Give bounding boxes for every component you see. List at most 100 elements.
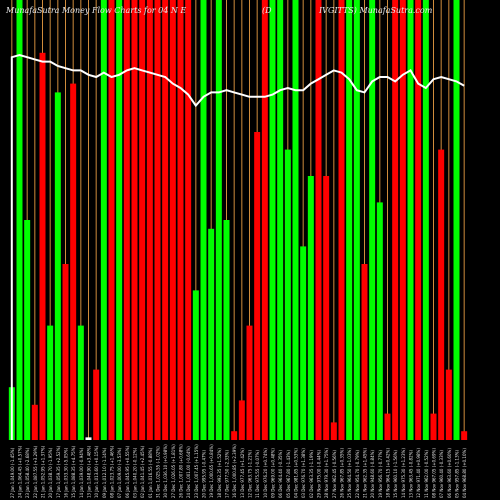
- bar: [24, 220, 31, 440]
- x-tick-label: 17 Dec 977.50 (-2.33%): [225, 450, 230, 498]
- x-tick-label: 04 Dec 981.85 (+0.53%): [294, 448, 299, 498]
- x-tick-label: 03 Dec 976.70 (+1.38%): [301, 448, 306, 498]
- x-tick-label: 24 Jan 1,064.45 (+0.57%): [18, 445, 23, 498]
- bar: [116, 0, 123, 440]
- bar: [323, 176, 330, 440]
- x-tick-label: 07 Jan 1,009.00 (-3.53%): [117, 447, 122, 498]
- x-tick-label: 16 Dec 1,000.85 (+2.39%): [232, 444, 237, 498]
- bar: [77, 325, 84, 440]
- bar: [146, 0, 153, 440]
- bar: [47, 325, 54, 440]
- bar: [70, 83, 77, 440]
- chart-title-left: MunafaSutra Money Flow Charts for 04 N E: [6, 6, 187, 15]
- x-tick-label: 21 Nov 962.35 (+1.45%): [363, 448, 368, 498]
- price-line: [10, 53, 465, 440]
- x-tick-label: 20 Dec 995.95 (-0.47%): [202, 450, 207, 498]
- bar: [284, 149, 291, 440]
- bar: [261, 0, 268, 440]
- bar: [300, 246, 307, 440]
- bar: [346, 0, 353, 440]
- x-tick-label: 27 Dec 1,026.05 (+1.81%): [171, 444, 176, 498]
- x-tick-label: 21 Jan 1,052.95 (+1.37%): [41, 445, 46, 498]
- bar: [16, 0, 23, 440]
- bar: [392, 0, 399, 440]
- x-tick-label: 27 Jan 1,049.00 (-1.45%): [10, 447, 15, 498]
- x-tick-label: 12 Nov 971.40 (+0.98%): [416, 448, 421, 498]
- bar: [361, 264, 368, 440]
- bar: [93, 369, 100, 440]
- x-tick-label: 20 Jan 1,038.70 (-1.95%): [48, 447, 53, 498]
- bar: [407, 0, 414, 440]
- bar: [154, 0, 161, 440]
- bar: [277, 0, 284, 440]
- x-tick-label: 11 Nov 962.00 (-0.52%): [424, 450, 429, 498]
- x-tick-label: 26 Nov 967.85 (+0.35%): [340, 448, 345, 498]
- x-tick-label: 08 Nov 967.05 (+0.69%): [432, 448, 437, 498]
- x-tick-label: 10 Dec 976.20 (+0.74%): [263, 448, 268, 498]
- bar: [254, 132, 261, 440]
- x-tick-label: 27 Nov 962.45 (-0.56%): [332, 450, 337, 498]
- bar: [139, 0, 146, 440]
- bar: [108, 0, 115, 440]
- x-tick-label: 14 Nov 975.30 (+1.23%): [401, 448, 406, 498]
- bar: [415, 0, 422, 440]
- x-tick-label: 02 Dec 963.35 (-1.19%): [309, 450, 314, 498]
- bar: [39, 52, 46, 441]
- bar: [162, 0, 169, 440]
- bar: [376, 202, 383, 440]
- bar: [369, 0, 376, 440]
- bar: [315, 0, 322, 440]
- bar: [438, 149, 445, 440]
- x-tick-label: 23 Jan 1,058.40 (-2.68%): [25, 447, 30, 498]
- x-tick-label: 19 Dec 1,000.65 (+0.84%): [209, 444, 214, 498]
- bar: [192, 290, 199, 440]
- bar: [238, 400, 245, 440]
- x-tick-label: 06 Jan 1,045.95 (+0.55%): [125, 445, 130, 498]
- bar: [399, 0, 406, 440]
- chart-title-mid: (D: [262, 6, 272, 15]
- bar: [131, 0, 138, 440]
- bar: [246, 325, 253, 440]
- bar: [231, 431, 238, 440]
- bar: [54, 92, 61, 441]
- bar: [338, 0, 345, 440]
- bar: [223, 220, 230, 440]
- x-tick-label: 13 Dec 977.45 (+1.42%): [240, 448, 245, 498]
- x-tick-label: 08 Jan 1,023.75 (+1.46%): [110, 445, 115, 498]
- bar: [200, 0, 207, 440]
- bar: [330, 422, 337, 440]
- x-tick-label: 23 Dec 1,007.45 (+1.15%): [194, 444, 199, 498]
- x-tick-label: 18 Nov 964.15 (+0.42%): [386, 448, 391, 498]
- bar: [62, 264, 69, 440]
- x-tick-label: 16 Jan 1,033.30 (-5.05%): [64, 447, 69, 498]
- bar: [123, 0, 130, 440]
- x-tick-label: 09 Jan 1,012.10 (-1.14%): [102, 447, 107, 498]
- x-tick-label: 30 Dec 1,036.10 (+0.98%): [163, 444, 168, 498]
- bar: [430, 413, 437, 440]
- bar: [422, 0, 429, 440]
- chart-title-right: IVGITTS) MunafaSutra.com: [319, 6, 433, 15]
- x-tick-label: 09 Dec 969.00 (+0.48%): [271, 448, 276, 498]
- x-tick-label: 15 Nov 960.10 (-1.56%): [393, 450, 398, 498]
- bar: [185, 0, 192, 440]
- x-tick-label: 19 Nov 956.70 (-0.77%): [378, 450, 383, 498]
- x-tick-label: 18 Dec 992.35 (+1.52%): [217, 448, 222, 498]
- bar: [215, 0, 222, 440]
- bar: [31, 404, 38, 440]
- price-line-path: [10, 53, 465, 440]
- bar: [461, 431, 468, 440]
- x-tick-label: 06 Nov 963.60 (+0.60%): [447, 448, 452, 498]
- bar: [445, 369, 452, 440]
- bar: [169, 0, 176, 440]
- x-tick-label: 24 Dec 1,001.00 (-0.64%): [186, 446, 191, 498]
- bar: [384, 413, 391, 440]
- x-tick-label: 31 Dec 1,025.55 (-1.02%): [156, 446, 161, 498]
- x-axis-labels: 27 Jan 1,049.00 (-1.45%) 24 Jan 1,064.45 …: [10, 444, 467, 498]
- x-tick-label: 12 Dec 963.75 (-1.21%): [248, 450, 253, 498]
- money-flow-bars: [8, 0, 468, 441]
- x-tick-label: 13 Jan 1,048.90 (+3.48%): [87, 445, 92, 498]
- x-tick-label: 11 Dec 975.55 (-0.07%): [255, 450, 260, 498]
- x-tick-label: 29 Nov 975.00 (-0.44%): [317, 450, 322, 498]
- bar: [100, 0, 107, 440]
